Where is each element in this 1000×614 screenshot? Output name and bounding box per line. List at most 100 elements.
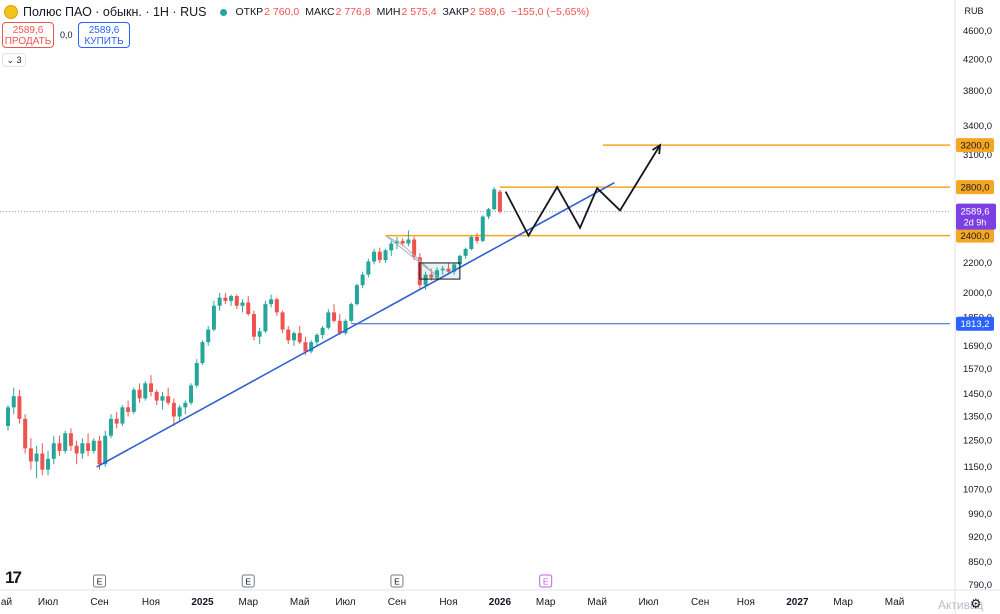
sell-button[interactable]: 2589,6 ПРОДАТЬ — [2, 22, 54, 48]
candle[interactable] — [217, 297, 222, 306]
candle[interactable] — [332, 312, 337, 321]
candle[interactable] — [263, 304, 268, 332]
candle[interactable] — [314, 334, 319, 343]
candle[interactable] — [446, 268, 451, 272]
candle[interactable] — [337, 320, 342, 334]
candle[interactable] — [377, 251, 382, 261]
candle[interactable] — [297, 333, 302, 343]
projection-path[interactable] — [504, 144, 661, 238]
candle[interactable] — [349, 304, 354, 321]
candle[interactable] — [46, 458, 51, 470]
candle[interactable] — [229, 296, 234, 301]
candle[interactable] — [303, 342, 308, 352]
buy-button[interactable]: 2589,6 КУПИТЬ — [78, 22, 130, 48]
candle[interactable] — [383, 250, 388, 261]
candle[interactable] — [435, 270, 439, 278]
candle[interactable] — [200, 342, 205, 364]
candle[interactable] — [183, 402, 188, 408]
candle[interactable] — [269, 299, 274, 305]
candle[interactable] — [280, 312, 285, 330]
candle[interactable] — [28, 448, 33, 462]
candle[interactable] — [34, 453, 39, 462]
candle[interactable] — [286, 329, 291, 341]
candle[interactable] — [360, 274, 365, 286]
candle[interactable] — [211, 305, 216, 330]
candle[interactable] — [234, 296, 239, 306]
candle[interactable] — [452, 264, 457, 272]
candle[interactable] — [343, 320, 348, 334]
candle[interactable] — [354, 285, 359, 305]
candle[interactable] — [63, 433, 68, 451]
candle[interactable] — [246, 302, 251, 315]
candle[interactable] — [154, 391, 159, 401]
candle[interactable] — [86, 443, 91, 451]
candle[interactable] — [486, 209, 491, 217]
candle[interactable] — [108, 418, 113, 436]
candle[interactable] — [389, 243, 394, 251]
candle[interactable] — [366, 261, 371, 275]
candle[interactable] — [160, 396, 165, 401]
candle[interactable] — [457, 255, 462, 265]
candle[interactable] — [326, 312, 331, 328]
trendline[interactable] — [96, 181, 615, 468]
candle[interactable] — [406, 239, 411, 244]
candle[interactable] — [274, 299, 279, 313]
currency-button[interactable]: RUB — [958, 4, 990, 18]
candle[interactable] — [17, 396, 22, 419]
candle[interactable] — [320, 327, 325, 335]
candle[interactable] — [429, 274, 434, 278]
candle[interactable] — [412, 239, 417, 258]
tradingview-logo-icon[interactable]: 17 — [5, 568, 22, 587]
candle[interactable] — [143, 383, 148, 399]
triangle-drawing[interactable] — [385, 235, 438, 277]
candle[interactable] — [103, 435, 108, 465]
earnings-event-marker[interactable] — [93, 574, 107, 588]
candle[interactable] — [120, 407, 125, 424]
candle[interactable] — [51, 443, 56, 459]
candle[interactable] — [475, 236, 480, 241]
candle[interactable] — [309, 342, 314, 352]
candle[interactable] — [149, 383, 153, 392]
candle[interactable] — [440, 268, 445, 271]
candle[interactable] — [497, 191, 502, 212]
candle[interactable] — [372, 251, 377, 262]
candle[interactable] — [57, 443, 62, 451]
candle[interactable] — [189, 385, 194, 403]
candle[interactable] — [240, 302, 245, 306]
consolidation-box[interactable] — [419, 262, 461, 280]
earnings-event-marker[interactable] — [241, 574, 255, 588]
candle[interactable] — [74, 445, 79, 454]
candle[interactable] — [80, 443, 85, 454]
candle[interactable] — [177, 407, 182, 417]
candle[interactable] — [469, 236, 474, 249]
candle[interactable] — [114, 418, 119, 424]
candle[interactable] — [223, 297, 228, 301]
candle[interactable] — [292, 333, 296, 341]
symbol-header[interactable]: Полюс ПАО · обыкн. · 1Н · RUS ОТКР 2 760,… — [0, 0, 595, 24]
candle[interactable] — [126, 407, 131, 412]
candle[interactable] — [463, 248, 468, 256]
candle[interactable] — [137, 389, 142, 399]
indicators-toggle-button[interactable]: ⌄ 3 — [2, 53, 26, 67]
candle[interactable] — [6, 407, 10, 426]
candle[interactable] — [257, 331, 262, 337]
candle[interactable] — [171, 402, 176, 417]
candle[interactable] — [194, 363, 199, 386]
candle[interactable] — [11, 396, 16, 408]
candle[interactable] — [423, 274, 428, 286]
candle[interactable] — [40, 453, 45, 470]
settings-gear-icon[interactable]: ⚙ — [970, 596, 982, 611]
earnings-event-marker[interactable] — [539, 574, 553, 588]
candle[interactable] — [492, 189, 497, 210]
candle[interactable] — [97, 440, 102, 465]
candle[interactable] — [91, 440, 96, 451]
earnings-event-marker[interactable] — [390, 574, 404, 588]
candle[interactable] — [400, 240, 405, 244]
candle[interactable] — [480, 216, 485, 241]
candle[interactable] — [131, 389, 136, 412]
symbol-title[interactable]: Полюс ПАО · обыкн. · 1Н · RUS — [23, 5, 207, 19]
candle[interactable] — [68, 433, 73, 446]
candle[interactable] — [23, 418, 28, 449]
candle[interactable] — [251, 314, 256, 337]
